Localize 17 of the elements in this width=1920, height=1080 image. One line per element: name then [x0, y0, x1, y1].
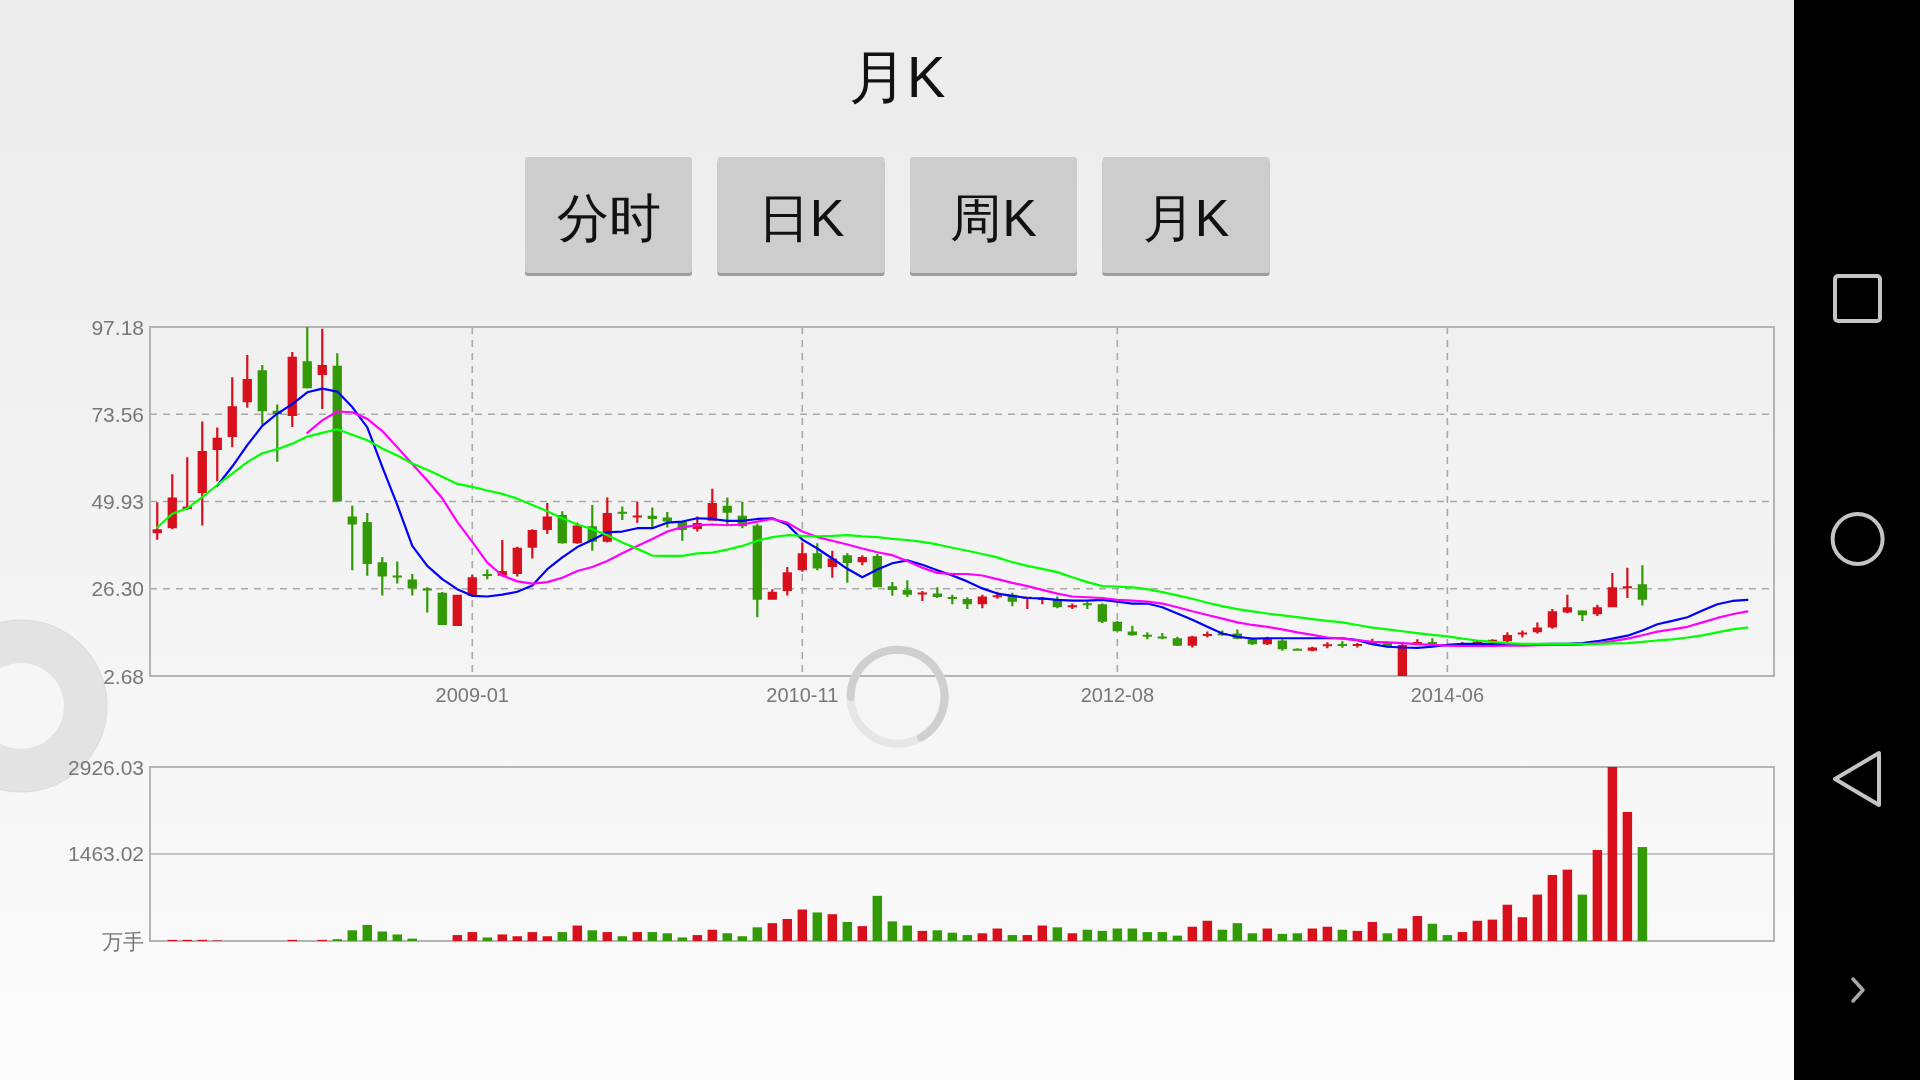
text: 日K: [757, 189, 845, 247]
text: 周K: [950, 189, 1038, 247]
y-tick-label: 万手: [102, 929, 144, 953]
y-tick-label: 97.18: [91, 315, 144, 339]
x-tick-label: 2009-01: [435, 684, 509, 706]
y-tick-label: 49.93: [91, 490, 144, 513]
x-tick-label: 2012-08: [1080, 684, 1155, 706]
y-tick-label: 1463.02: [68, 842, 144, 866]
x-tick-label: 2010-11: [766, 684, 839, 706]
y-tick-label: 73.56: [91, 402, 144, 426]
y-tick-label: 26.30: [91, 577, 144, 601]
chart-title: 月K: [848, 43, 946, 109]
text: 月K: [1142, 189, 1230, 247]
x-tick-label: 2014-06: [1410, 684, 1485, 706]
y-tick-label: 2.68: [103, 664, 144, 688]
y-tick-label: 2926.03: [68, 755, 144, 779]
text: 分时: [556, 189, 661, 247]
